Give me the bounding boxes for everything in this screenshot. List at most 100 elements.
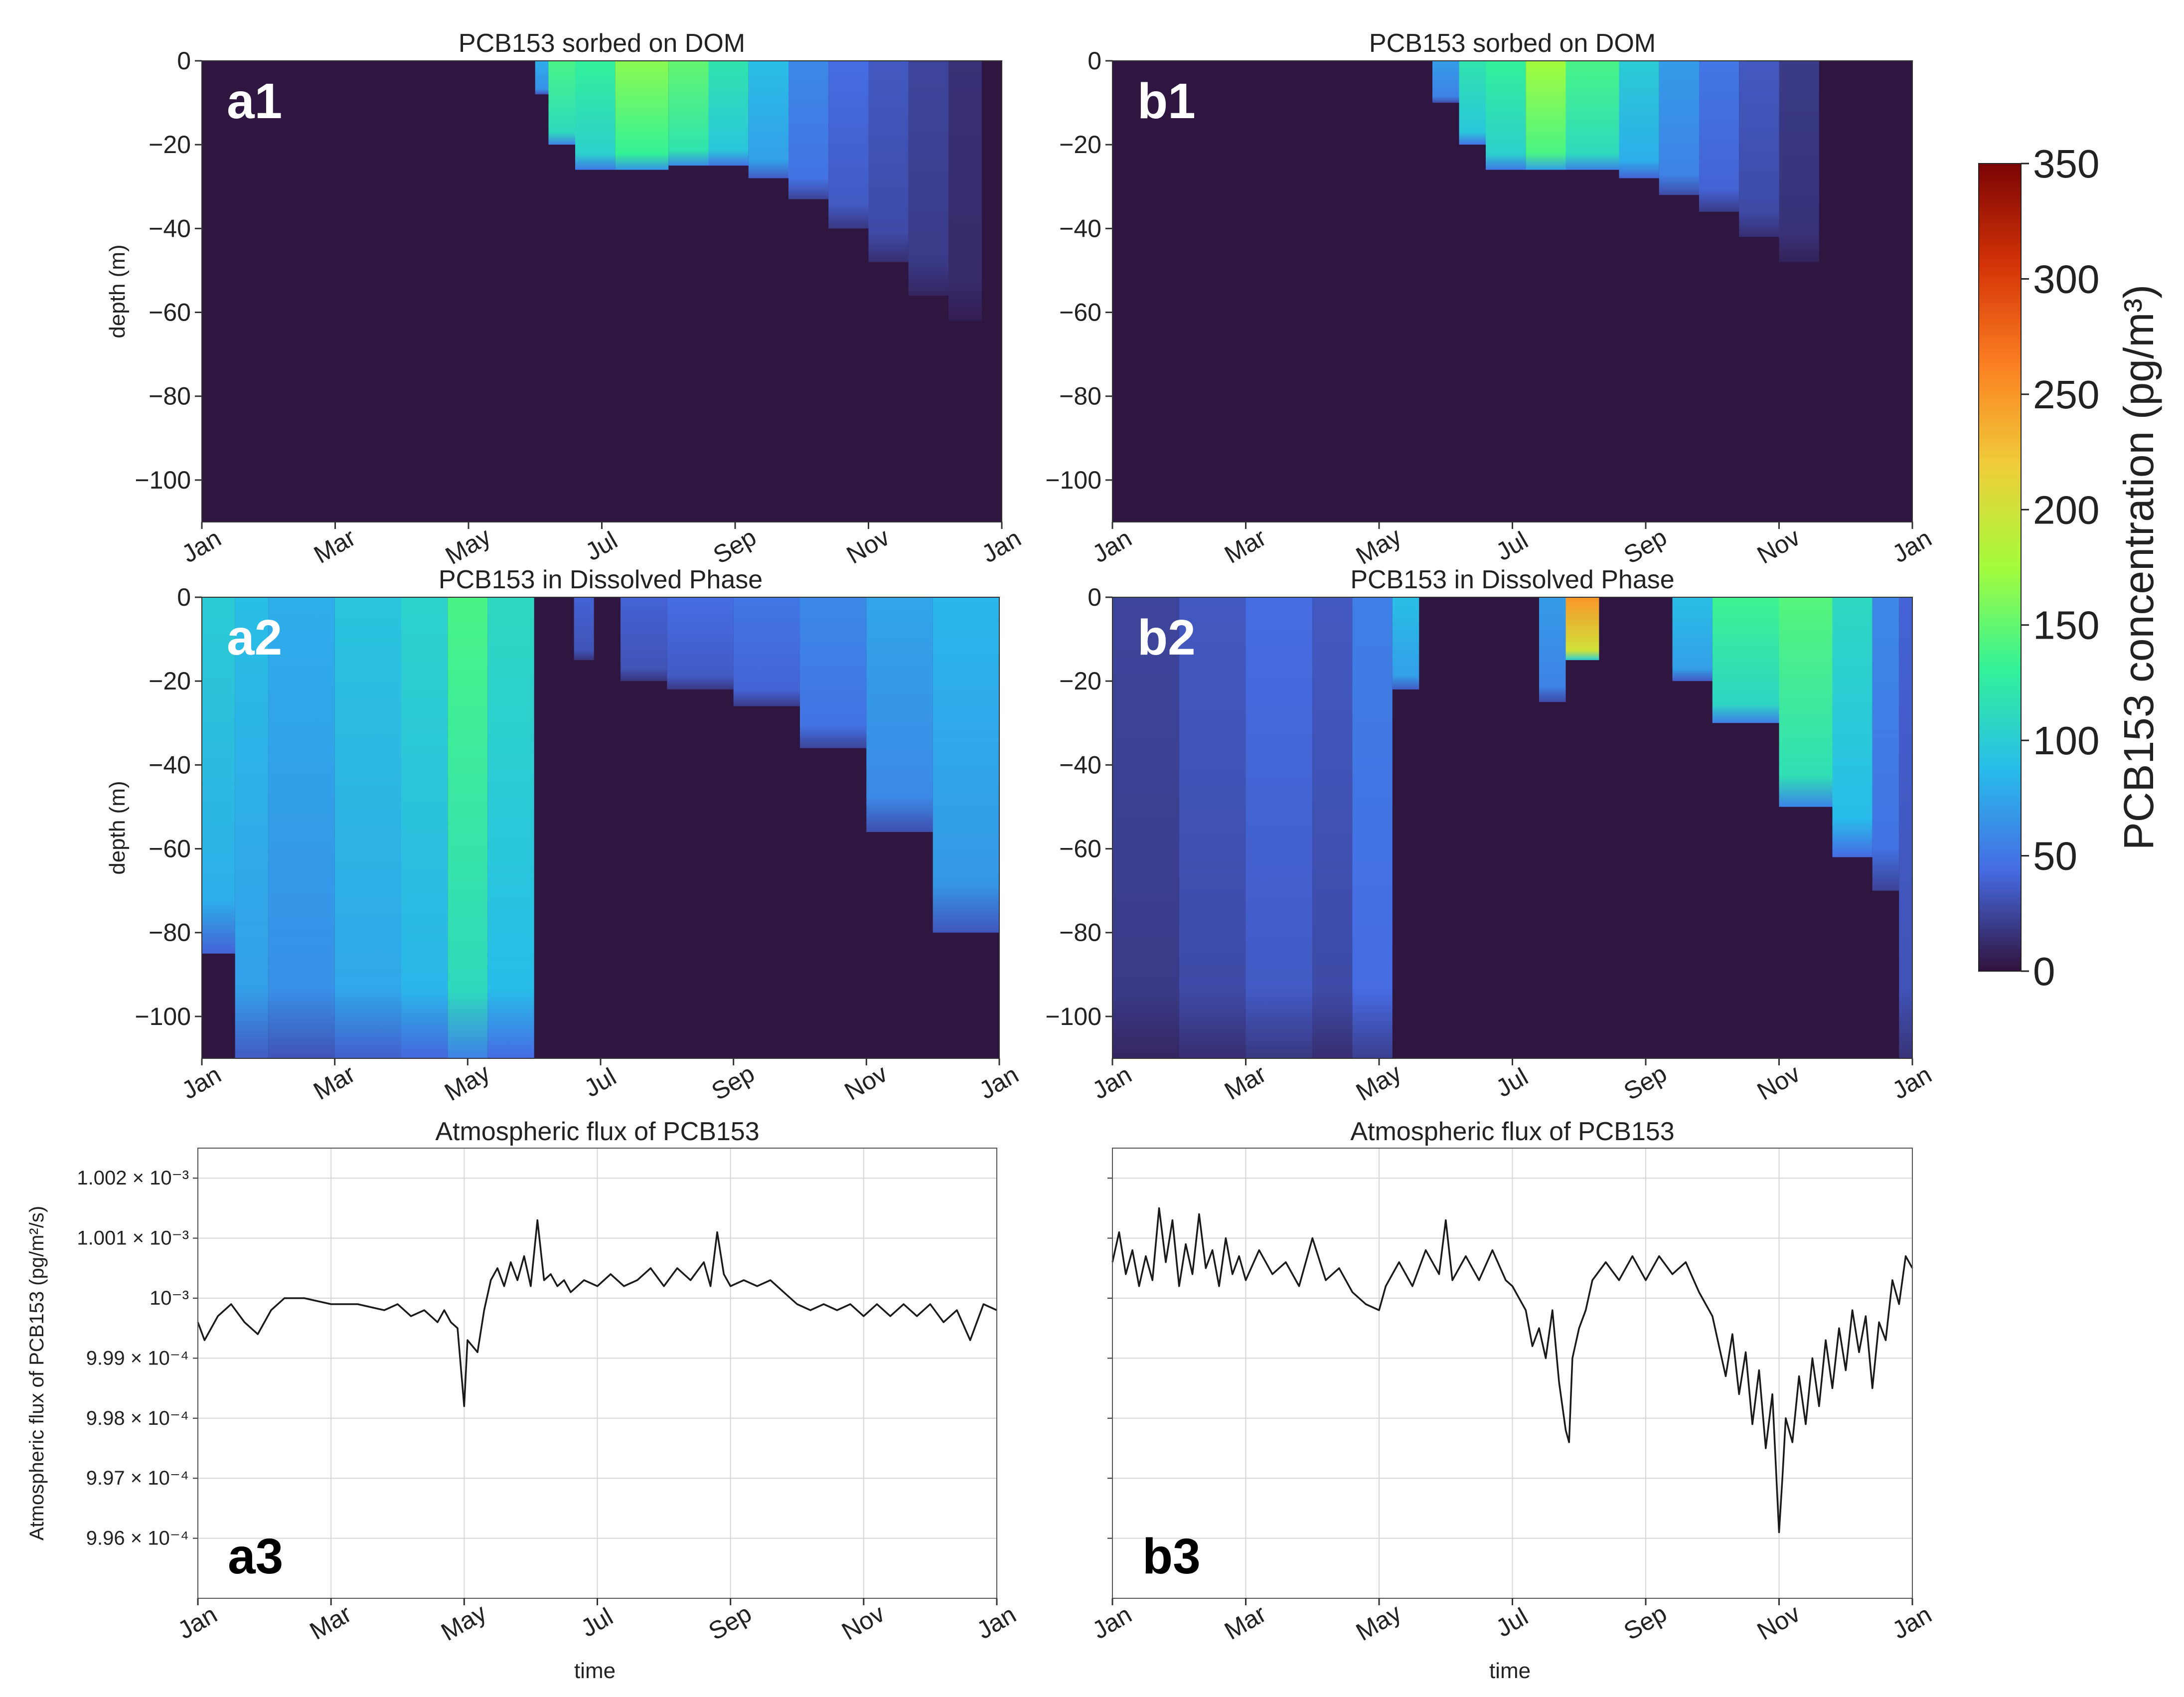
heatmap-cell bbox=[868, 61, 909, 262]
colorbar-tick-label: 50 bbox=[2033, 834, 2077, 878]
heatmap-cell bbox=[1312, 597, 1353, 1058]
x-tick-label: Sep bbox=[708, 523, 761, 569]
heatmap-cell bbox=[268, 597, 335, 1058]
y-tick-label: −40 bbox=[1059, 214, 1101, 242]
x-tick-label: Mar bbox=[1220, 523, 1271, 569]
x-tick-label: May bbox=[1351, 522, 1406, 570]
x-tick-label: Jul bbox=[1491, 526, 1533, 566]
y-tick-label: −80 bbox=[149, 919, 191, 947]
colorbar-tick-label: 0 bbox=[2033, 949, 2055, 994]
heatmap-cell bbox=[401, 597, 448, 1058]
y-tick-label: 0 bbox=[1088, 583, 1101, 611]
heatmap-cell bbox=[667, 597, 734, 689]
x-tick-label: Sep bbox=[1619, 523, 1671, 569]
flux-series-line bbox=[197, 1219, 997, 1407]
heatmap-cell bbox=[748, 61, 788, 178]
heatmap-cell bbox=[1432, 61, 1459, 103]
panel-a2: 0 −20 −40 −60 −80 −100 Jan Mar May Jul Sep Nov Jan PC… bbox=[105, 565, 1023, 1106]
y-tick-label: 1.001 × 10⁻³ bbox=[77, 1227, 189, 1249]
y-tick-label: 0 bbox=[177, 583, 191, 611]
colorbar-tick-label: 150 bbox=[2033, 603, 2099, 648]
heatmap-cell bbox=[1872, 597, 1899, 891]
x-tick-label: Jan bbox=[1088, 1600, 1136, 1645]
heatmap-cell bbox=[708, 61, 749, 166]
heatmap-cell bbox=[668, 61, 709, 166]
x-axis-label: time bbox=[1489, 1659, 1531, 1683]
panel-title: Atmospheric flux of PCB153 bbox=[1350, 1117, 1674, 1146]
y-tick-label: −100 bbox=[135, 466, 191, 494]
x-tick-label: Jan bbox=[974, 1060, 1023, 1105]
x-tick-label: May bbox=[1351, 1598, 1406, 1646]
panel-letter: a2 bbox=[227, 610, 282, 666]
colorbar-tick-label: 200 bbox=[2033, 488, 2099, 532]
x-tick-label: Jan bbox=[177, 524, 226, 568]
x-axis-label: time bbox=[574, 1659, 616, 1683]
heatmap-cell bbox=[1486, 61, 1526, 170]
heatmap-cell bbox=[1619, 61, 1659, 178]
heatmap-cell bbox=[1392, 597, 1419, 689]
panel-title: Atmospheric flux of PCB153 bbox=[435, 1117, 759, 1146]
y-tick-label: −100 bbox=[1045, 466, 1101, 494]
y-tick-label: 9.98 × 10⁻⁴ bbox=[86, 1407, 189, 1429]
heatmap-cell bbox=[1179, 597, 1246, 1058]
heatmap-cell bbox=[1739, 61, 1779, 237]
colorbar-tick-label: 350 bbox=[2033, 142, 2099, 186]
heatmap-cell bbox=[1699, 61, 1739, 212]
colorbar-label: PCB153 concentration (pg/m³) bbox=[2115, 285, 2162, 850]
colorbar-bar bbox=[1978, 163, 2022, 972]
panel-letter: b2 bbox=[1137, 610, 1196, 666]
x-tick-label: Nov bbox=[840, 1059, 892, 1106]
y-axis-label: depth (m) bbox=[105, 244, 130, 338]
heatmap-cell bbox=[535, 61, 549, 95]
panel-title: PCB153 sorbed on DOM bbox=[459, 29, 745, 58]
y-tick-label: 9.96 × 10⁻⁴ bbox=[86, 1527, 189, 1549]
heatmap-cell bbox=[621, 597, 667, 681]
y-axis-label: depth (m) bbox=[105, 781, 130, 874]
x-tick-label: Jan bbox=[977, 524, 1026, 568]
panel-b3: Jan Mar May Jul Sep Nov Jan Atmospheric flux of… bbox=[1088, 1117, 1936, 1683]
x-tick-label: Jul bbox=[1491, 1062, 1533, 1102]
heatmap-cell bbox=[575, 61, 616, 170]
y-tick-label: −40 bbox=[149, 751, 191, 779]
x-tick-label: Jan bbox=[972, 1600, 1021, 1645]
panel-letter: b3 bbox=[1142, 1528, 1201, 1584]
x-tick-label: Nov bbox=[1752, 1059, 1805, 1106]
panel-a1: 0 −20 −40 −60 −80 −100 Jan Mar May Jul Sep Nov Jan PC… bbox=[105, 29, 1026, 570]
heatmap-cell bbox=[574, 597, 594, 661]
y-tick-label: −40 bbox=[1059, 751, 1101, 779]
heatmap-cell bbox=[1459, 61, 1486, 145]
y-tick-label: −20 bbox=[149, 667, 191, 695]
colorbar-tick-label: 250 bbox=[2033, 372, 2099, 417]
colorbar-tick-label: 100 bbox=[2033, 718, 2099, 763]
heatmap-cell bbox=[448, 597, 488, 1058]
y-tick-label: −80 bbox=[1059, 382, 1101, 410]
panel-letter: a1 bbox=[227, 73, 282, 129]
x-tick-label: Sep bbox=[1619, 1059, 1671, 1106]
heatmap-cell bbox=[800, 597, 867, 748]
heatmap-cell bbox=[1565, 61, 1619, 170]
x-tick-label: Nov bbox=[1752, 523, 1805, 569]
y-tick-label: −20 bbox=[1059, 131, 1101, 159]
x-tick-label: Mar bbox=[309, 1059, 360, 1105]
x-tick-label: Jul bbox=[581, 526, 622, 566]
x-tick-label: Jul bbox=[579, 1062, 621, 1102]
x-tick-label: Jan bbox=[1088, 1060, 1136, 1105]
heatmap-cell bbox=[1712, 597, 1779, 723]
heatmap-cell bbox=[548, 61, 575, 145]
heatmap-cell bbox=[615, 61, 669, 170]
y-tick-label: −100 bbox=[135, 1003, 191, 1030]
panel-title: PCB153 in Dissolved Phase bbox=[1350, 565, 1674, 594]
x-tick-label: May bbox=[436, 1598, 491, 1646]
heatmap-cell bbox=[933, 597, 999, 933]
y-tick-label: 1.002 × 10⁻³ bbox=[77, 1167, 189, 1189]
x-tick-label: May bbox=[440, 1058, 494, 1106]
heatmap-cell bbox=[948, 61, 982, 321]
heatmap-cell bbox=[1565, 597, 1599, 661]
heatmap-cell bbox=[866, 597, 933, 832]
heatmap-cell bbox=[1246, 597, 1313, 1058]
heatmap-cell bbox=[908, 61, 948, 296]
x-tick-label: Sep bbox=[707, 1059, 759, 1106]
panel-title: PCB153 sorbed on DOM bbox=[1369, 29, 1656, 58]
y-tick-label: −80 bbox=[149, 382, 191, 410]
